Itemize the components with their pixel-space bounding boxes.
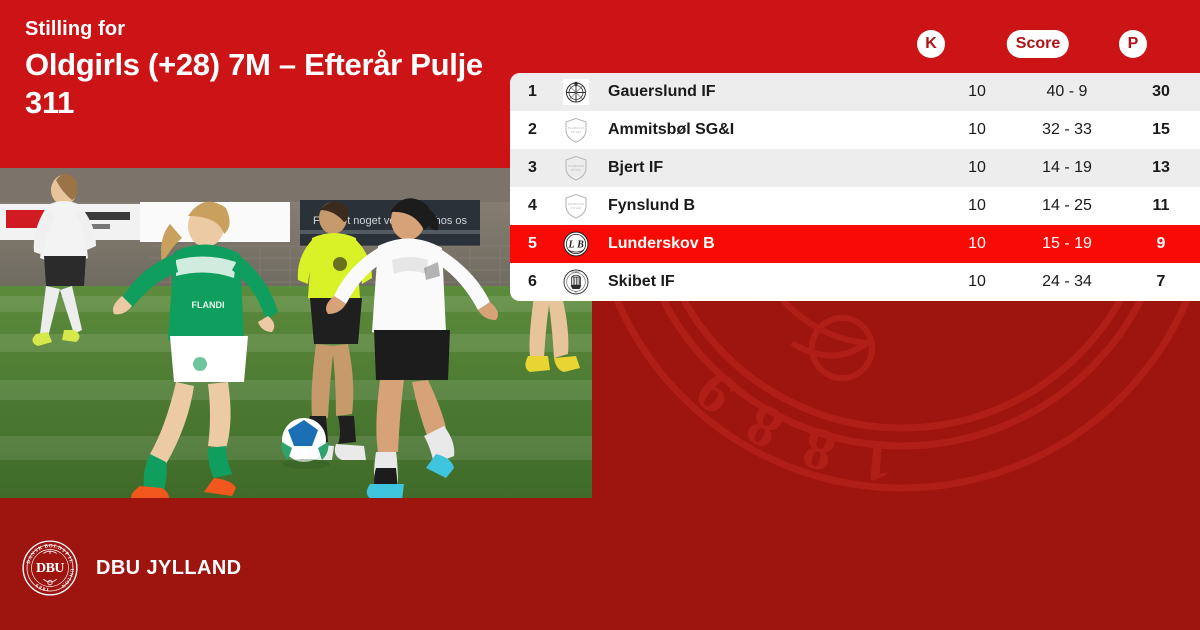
row-position: 2	[528, 121, 537, 138]
svg-text:KLUBLOGO: KLUBLOGO	[568, 202, 585, 206]
row-matches: 10	[968, 121, 986, 138]
table-row[interactable]: 4 KLUBLOGO PÅ VEJ Fynslund B 10 14 - 25 …	[510, 187, 1200, 225]
table-header-pills: K Score P	[0, 0, 1200, 70]
svg-text:K: K	[37, 545, 43, 552]
svg-text:I: I	[66, 556, 72, 561]
row-team-name: Ammitsbøl SG&I	[608, 121, 735, 138]
row-score: 24 - 34	[1042, 273, 1092, 290]
table-row[interactable]: 1 Gauerslund IF 10 40 - 9 30	[510, 73, 1200, 111]
row-team-name: Gauerslund IF	[608, 83, 716, 100]
row-points: 15	[1152, 121, 1170, 138]
row-position: 5	[528, 235, 537, 252]
header-pill-points: P	[1119, 30, 1147, 58]
svg-text:8: 8	[38, 584, 43, 591]
svg-text:PÅ VEJ: PÅ VEJ	[571, 167, 582, 172]
row-matches: 10	[968, 159, 986, 176]
footer-bar: D A N S K B O L D S P I L U N I O	[0, 498, 1200, 630]
svg-text:B: B	[44, 543, 49, 550]
header-pill-score: Score	[1006, 30, 1070, 58]
row-score: 14 - 25	[1042, 197, 1092, 214]
svg-text:1: 1	[859, 427, 895, 495]
row-score: 32 - 33	[1042, 121, 1092, 138]
placeholder-shield-icon: KLUBLOGO PÅ VEJ	[555, 117, 597, 143]
svg-text:IF: IF	[575, 290, 578, 294]
placeholder-shield-icon: KLUBLOGO PÅ VEJ	[555, 155, 597, 181]
banner-text-block: Stilling for Oldgirls (+28) 7M – Efterår…	[25, 18, 495, 123]
table-row[interactable]: 3 KLUBLOGO PÅ VEJ Bjert IF 10 14 - 19 13	[510, 149, 1200, 187]
table-row-highlighted[interactable]: 5 L B Lunderskov B 10 15 - 19 9	[510, 225, 1200, 263]
row-position: 6	[528, 273, 537, 290]
row-matches: 10	[968, 83, 986, 100]
svg-text:P: P	[63, 551, 70, 557]
row-points: 9	[1156, 235, 1166, 252]
row-position: 3	[528, 159, 537, 176]
svg-text:O: O	[63, 579, 70, 586]
header-pill-matches: K	[917, 30, 945, 58]
dbu-crest-icon: D A N S K B O L D S P I L U N I O	[22, 540, 78, 596]
svg-text:I: I	[66, 577, 72, 582]
svg-text:O: O	[49, 543, 53, 549]
svg-text:S: S	[34, 548, 40, 555]
page-title: Oldgirls (+28) 7M – Efterår Pulje 311	[25, 47, 483, 121]
svg-text:KLUBLOGO: KLUBLOGO	[568, 126, 585, 130]
svg-text:1: 1	[46, 586, 50, 592]
row-points: 7	[1156, 273, 1166, 290]
row-points: 30	[1152, 83, 1170, 100]
svg-text:N: N	[30, 550, 37, 557]
svg-text:PÅ VEJ: PÅ VEJ	[571, 205, 582, 210]
table-row[interactable]: 2 KLUBLOGO PÅ VEJ Ammitsbøl SG&I 10 32 -…	[510, 111, 1200, 149]
svg-text:KLUBLOGO: KLUBLOGO	[568, 164, 585, 168]
row-matches: 10	[968, 197, 986, 214]
row-team-name: Bjert IF	[608, 159, 664, 176]
row-score: 15 - 19	[1042, 235, 1092, 252]
placeholder-shield-icon: KLUBLOGO PÅ VEJ	[555, 193, 597, 219]
svg-text:FLANDI: FLANDI	[192, 300, 225, 310]
svg-text:8: 8	[735, 390, 793, 462]
row-team-name: Skibet IF	[608, 273, 675, 290]
row-position: 1	[528, 83, 537, 100]
svg-text:L: L	[67, 559, 74, 565]
row-position: 4	[528, 197, 537, 214]
svg-text:S: S	[60, 548, 66, 555]
match-photo: Få gjort noget ved hjælp hos os	[0, 168, 592, 498]
svg-text:U: U	[68, 568, 74, 573]
skibet-ship-crest-icon: SKIBET IF	[555, 269, 597, 295]
svg-text:SKIBET: SKIBET	[571, 270, 581, 274]
row-score: 14 - 19	[1042, 159, 1092, 176]
svg-text:9: 9	[683, 358, 749, 427]
svg-text:B: B	[576, 239, 584, 250]
footer-label: DBU JYLLAND	[96, 556, 242, 579]
svg-text:L: L	[53, 544, 58, 551]
svg-text:N: N	[67, 572, 74, 578]
banner-kicker: Stilling for	[25, 18, 126, 40]
svg-text:8: 8	[795, 414, 843, 486]
gauerslund-crest-icon	[555, 79, 597, 105]
row-score: 40 - 9	[1046, 83, 1088, 100]
row-matches: 10	[968, 235, 986, 252]
svg-text:A: A	[27, 554, 34, 560]
svg-text:DBU: DBU	[36, 561, 64, 576]
row-matches: 10	[968, 273, 986, 290]
row-points: 13	[1152, 159, 1170, 176]
svg-text:D: D	[26, 559, 33, 564]
svg-text:D: D	[57, 545, 63, 552]
svg-text:PÅ VEJ: PÅ VEJ	[571, 129, 582, 134]
svg-text:8: 8	[42, 585, 47, 592]
row-team-name: Fynslund B	[608, 197, 696, 214]
footer-brand: D A N S K B O L D S P I L U N I O	[22, 540, 242, 596]
svg-text:L: L	[568, 239, 575, 250]
table-row[interactable]: 6 SKIBET IF Skibet IF 10 24 - 34 7	[510, 263, 1200, 301]
lunderskov-lb-icon: L B	[555, 231, 597, 257]
svg-text:N: N	[60, 582, 67, 589]
standings-table: 1 Gauerslund IF 10 40 - 9 30 2 KLUBLOGO …	[510, 73, 1200, 301]
row-points: 11	[1152, 197, 1170, 214]
row-team-name: Lunderskov B	[608, 235, 715, 252]
svg-text:9: 9	[34, 582, 40, 589]
